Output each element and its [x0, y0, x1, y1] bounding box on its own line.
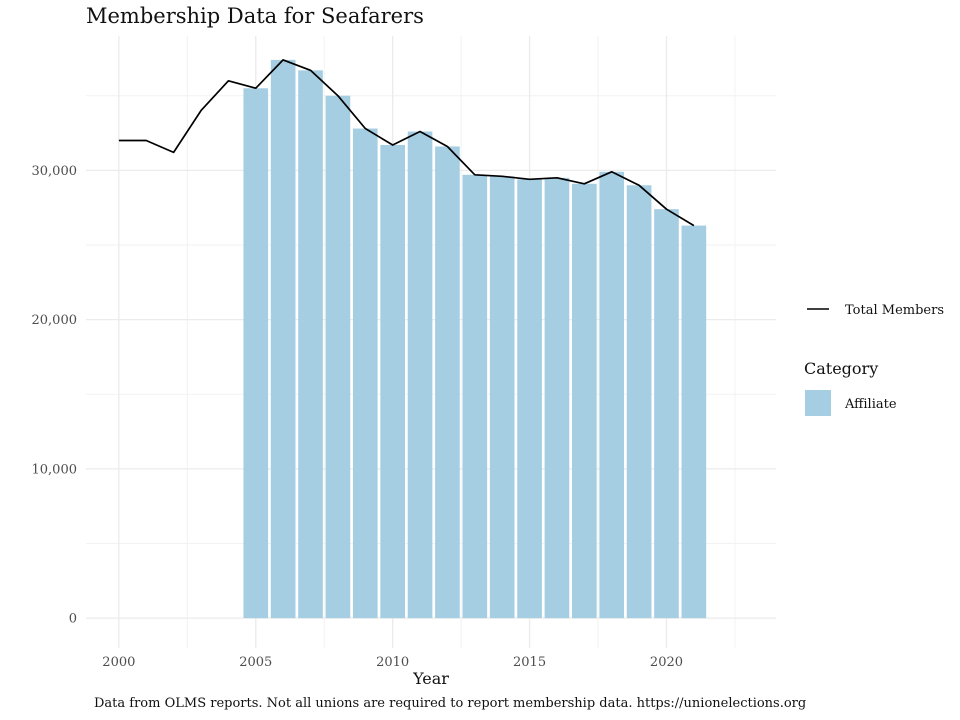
bar-affiliate-2012	[435, 146, 460, 619]
y-tick-label-30000: 30,000	[32, 164, 78, 179]
bar-affiliate-2008	[325, 95, 351, 619]
bar-affiliate-2011	[407, 131, 433, 619]
y-tick-label-10000: 10,000	[32, 462, 78, 477]
bar-affiliate-2009	[352, 128, 378, 619]
bar-affiliate-2017	[572, 183, 597, 619]
legend-affiliate-swatch	[805, 390, 831, 416]
tick-labels: 2000 2005 2010 2015 2020 0 10,000 20,000 30,000	[32, 164, 684, 670]
chart-caption: Data from OLMS reports. Not all unions a…	[94, 696, 806, 711]
bar-affiliate-2020	[654, 209, 679, 619]
bar-affiliate-2015	[517, 179, 542, 619]
x-tick-label-2000: 2000	[102, 655, 135, 670]
legend-total-members-label: Total Members	[845, 303, 944, 318]
bar-affiliate-2013	[462, 174, 488, 619]
chart-title: Membership Data for Seafarers	[86, 4, 424, 28]
bars	[243, 59, 707, 619]
bar-affiliate-2007	[298, 70, 323, 619]
legend: Total Members Category Affiliate	[804, 303, 944, 416]
bar-affiliate-2021	[681, 225, 707, 619]
total-members-line-layer	[118, 59, 695, 227]
legend-category-title: Category	[804, 359, 878, 378]
bar-affiliate-2014	[489, 176, 515, 619]
y-tick-label-20000: 20,000	[32, 313, 78, 328]
x-tick-label-2005: 2005	[239, 655, 272, 670]
bar-affiliate-2006	[270, 59, 296, 619]
y-tick-label-0: 0	[69, 612, 77, 627]
bar-affiliate-2005	[243, 88, 269, 619]
bar-affiliate-2019	[626, 185, 652, 619]
x-tick-label-2020: 2020	[650, 655, 683, 670]
x-tick-label-2010: 2010	[376, 655, 409, 670]
legend-affiliate-label: Affiliate	[844, 397, 897, 412]
bar-affiliate-2010	[380, 144, 405, 619]
x-tick-label-2015: 2015	[513, 655, 546, 670]
x-axis-title: Year	[412, 669, 449, 688]
bar-affiliate-2018	[599, 171, 625, 619]
total-members-line	[118, 59, 695, 227]
bar-affiliate-2016	[544, 177, 570, 619]
